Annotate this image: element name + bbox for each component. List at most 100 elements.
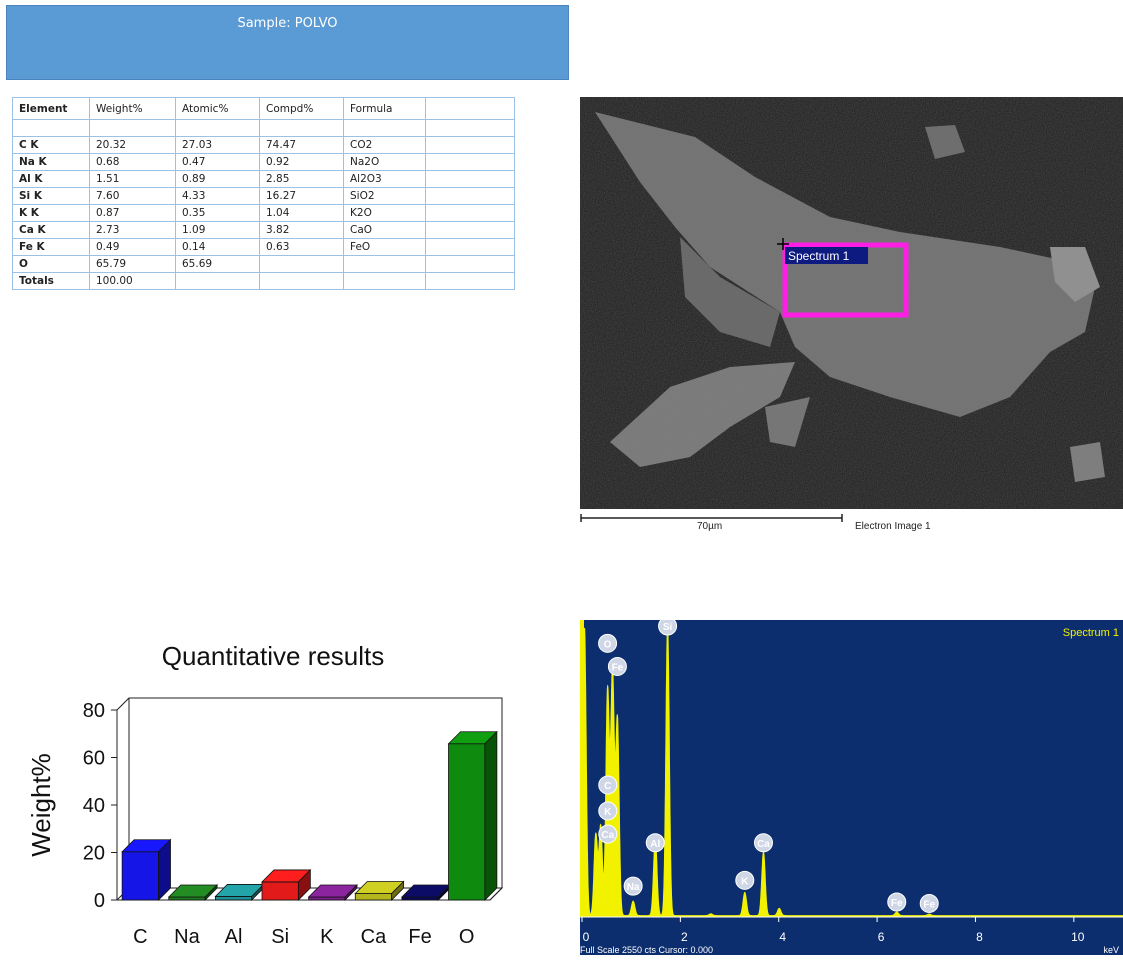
peak-label: Fe [923,899,935,910]
spectrum-trace [581,627,1123,918]
table-cell: Si K [12,187,90,205]
table-cell: Na2O [343,153,426,171]
peak-label-circle [607,656,627,676]
peak-label: Fe [612,662,624,673]
x-tick-label: Na [174,926,200,948]
peak-label-circle [658,620,678,636]
spectrum-background [580,620,1123,955]
electron-image-caption: Electron Image 1 [855,521,931,532]
table-cell: 20.32 [89,136,176,154]
table-cell: 0.68 [89,153,176,171]
table-cell [259,119,344,137]
spectrum-footer: Full Scale 2550 cts Cursor: 0.000 [580,945,713,955]
peak-label: C [604,781,611,792]
table-header-cell: Element [12,97,90,120]
table-cell: 100.00 [89,272,176,290]
quantitative-results-chart: Quantitative results 0 20 40 60 80 Weight% C Na A… [0,625,560,961]
peak-label-circle [887,892,907,912]
bar-c [121,851,159,901]
bar-si [261,881,299,901]
table-cell [425,119,515,137]
table-cell [259,272,344,290]
peak-label-circle [645,833,665,853]
table-row: Al K 1.51 0.89 2.85 Al2O3 [12,170,515,188]
table-cell [425,238,515,256]
table-cell [425,272,515,290]
chart-floor-right [489,887,503,901]
bar-chart-svg: Quantitative results 0 20 40 60 80 Weight% C Na A… [26,641,504,948]
peak-label: K [604,807,612,818]
bar-na [168,896,206,901]
peak-label: Fe [891,898,903,909]
table-header-cell: Atomic% [175,97,260,120]
table-cell [425,204,515,222]
table-cell [425,136,515,154]
table-cell: Al K [12,170,90,188]
table-cell: 65.79 [89,255,176,273]
table-cell: Fe K [12,238,90,256]
bar-side-ca [391,880,405,901]
bar-side-k [344,884,358,901]
sem-particle-top [925,125,965,159]
table-cell: C K [12,136,90,154]
bar-k [308,896,346,901]
table-cell: 65.69 [175,255,260,273]
table-cell [425,255,515,273]
table-cell: 1.09 [175,221,260,239]
table-row: Fe K 0.49 0.14 0.63 FeO [12,238,515,256]
table-row: Na K 0.68 0.47 0.92 Na2O [12,153,515,171]
peak-label-circle [598,633,618,653]
spectrum-label-bg [785,247,868,264]
bar-side-si [297,868,311,901]
peak-label: Ca [601,830,614,841]
x-tick-label: O [459,926,475,948]
table-cell: Totals [12,272,90,290]
bar-ca [354,893,393,901]
table-cell: K K [12,204,90,222]
table-cell: 0.92 [259,153,344,171]
table-cell: 4.33 [175,187,260,205]
sem-particle-left [680,237,780,347]
peak-label: Na [627,882,640,893]
table-cell: 0.63 [259,238,344,256]
spectrum-footer-unit: keV [1103,945,1119,955]
table-header-row: Element Weight% Atomic% Compd% Formula [12,97,515,120]
sample-title: Sample: POLVO [237,16,338,31]
bar-side-o [484,730,498,901]
x-tick-label: K [320,926,334,948]
table-cell: Ca K [12,221,90,239]
table-cell [89,119,176,137]
sem-particle-right [1050,247,1100,302]
table-cell: 27.03 [175,136,260,154]
spectrum-label: Spectrum 1 [788,249,850,263]
table-cell [425,187,515,205]
y-tick-label: 0 [94,890,105,912]
table-cell: 1.51 [89,170,176,188]
table-cell: 2.85 [259,170,344,188]
scale-bar-label: 70µm [697,521,722,532]
table-cell [175,119,260,137]
peak-label: O [604,639,612,650]
table-row: O 65.79 65.69 [12,255,515,273]
y-tick-label: 60 [83,748,105,770]
bar-fe [401,896,439,901]
x-tick-label: Ca [361,926,387,948]
table-cell [425,221,515,239]
electron-image-svg: Spectrum 1 [580,97,1123,509]
y-tick-label: 40 [83,795,105,817]
table-cell [343,272,426,290]
table-cell: FeO [343,238,426,256]
table-cell: 0.14 [175,238,260,256]
results-table: Element Weight% Atomic% Compd% Formula C K 20.… [12,97,515,290]
spectrum-x-tick-label: 10 [1071,930,1085,944]
table-row: Ca K 2.73 1.09 3.82 CaO [12,221,515,239]
peak-label-circle [919,893,939,913]
table-row: C K 20.32 27.03 74.47 CO2 [12,136,515,154]
table-cell: 0.47 [175,153,260,171]
peak-label-circle [623,876,643,896]
sem-particle-bottom [610,362,795,467]
table-cell: Al2O3 [343,170,426,188]
sem-particle-fragment [765,397,810,447]
table-cell: 0.49 [89,238,176,256]
table-row [12,119,515,137]
